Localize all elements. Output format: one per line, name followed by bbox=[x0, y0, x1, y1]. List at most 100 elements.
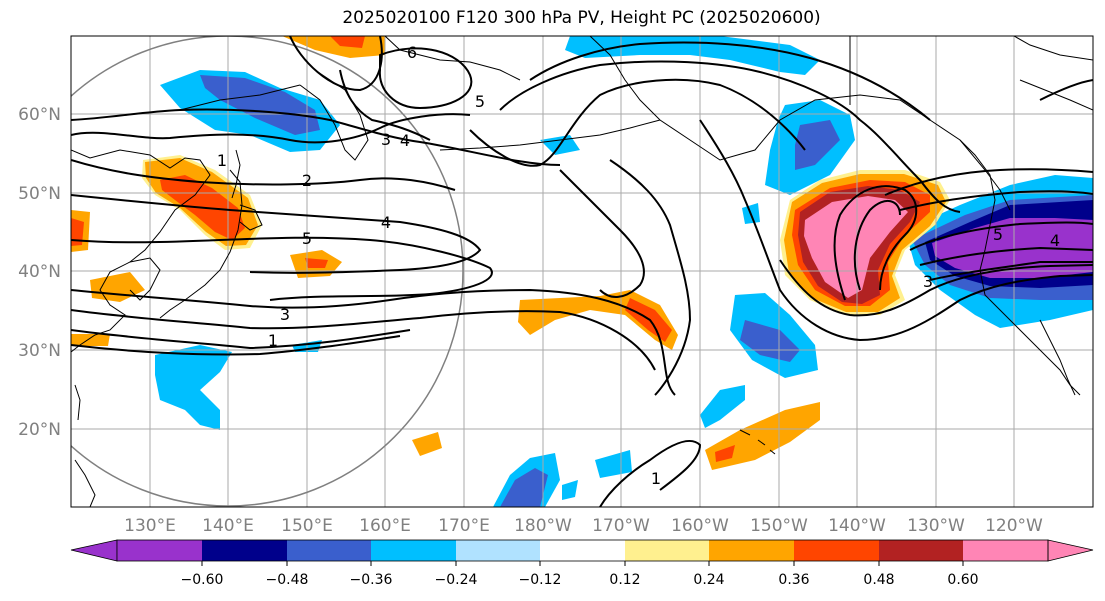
colorbar-tick-label: −0.36 bbox=[350, 572, 393, 588]
lat-label: 40°N bbox=[18, 262, 61, 282]
colorbar-bin bbox=[709, 540, 794, 561]
pv-negative-area bbox=[562, 480, 578, 500]
height-contour bbox=[884, 168, 1093, 196]
pv-negative-area bbox=[595, 450, 632, 478]
coastline-bc bbox=[959, 139, 996, 226]
colorbar-tick-label: −0.48 bbox=[266, 572, 309, 588]
height-contour bbox=[289, 36, 383, 92]
range-ring bbox=[71, 36, 464, 507]
colorbar-bin bbox=[371, 540, 456, 561]
height-contour bbox=[469, 78, 806, 167]
contour-label: 4 bbox=[381, 213, 391, 232]
height-contour bbox=[609, 159, 692, 396]
colorbar-bin bbox=[540, 540, 625, 561]
height-contour bbox=[71, 236, 493, 301]
contour-label: 3 bbox=[923, 272, 933, 291]
height-contour bbox=[378, 47, 473, 110]
colorbar-tick-label: 0.48 bbox=[863, 572, 894, 588]
colorbar-tick-labels: −0.60 −0.48 −0.36 −0.24 −0.12 0.12 0.24 … bbox=[181, 572, 979, 588]
lon-label: 160°E bbox=[359, 516, 411, 536]
height-contours bbox=[71, 36, 1093, 507]
contour-label: 5 bbox=[993, 225, 1003, 244]
height-contour bbox=[71, 309, 656, 371]
height-contour bbox=[853, 200, 901, 291]
colorbar-bin bbox=[963, 540, 1048, 561]
colorbar-bin bbox=[456, 540, 540, 561]
contour-label: 5 bbox=[475, 92, 485, 111]
height-contour bbox=[919, 246, 1093, 266]
colorbar-tick-label: −0.24 bbox=[435, 572, 478, 588]
contour-label: 4 bbox=[400, 131, 410, 150]
contour-label: 3 bbox=[280, 305, 290, 324]
coastline-alaska bbox=[589, 36, 1011, 211]
longitude-labels: 130°E 140°E 150°E 160°E 170°E 180°W 170°… bbox=[124, 516, 1043, 536]
coastline-asia bbox=[71, 149, 211, 353]
colorbar-ticks bbox=[201, 561, 964, 566]
height-contour bbox=[71, 329, 411, 350]
lon-label: 170°E bbox=[438, 516, 490, 536]
pv-negative-area bbox=[500, 468, 548, 507]
lon-label: 180°W bbox=[514, 516, 572, 536]
chart-title: 2025020100 F120 300 hPa PV, Height PC (2… bbox=[342, 8, 821, 28]
height-contour bbox=[529, 41, 931, 121]
height-contour bbox=[779, 259, 1093, 317]
contour-label: 4 bbox=[1050, 231, 1060, 250]
pv-negative-area bbox=[155, 345, 232, 430]
pv-positive-area bbox=[412, 432, 442, 456]
lon-label: 150°E bbox=[281, 516, 333, 536]
lat-label: 30°N bbox=[18, 341, 61, 361]
colorbar-tick-label: −0.12 bbox=[519, 572, 562, 588]
coastline-okhotsk bbox=[179, 84, 301, 111]
lon-label: 130°E bbox=[124, 516, 176, 536]
pv-positive-area bbox=[305, 258, 328, 268]
lon-label: 140°W bbox=[828, 516, 886, 536]
colorbar-bin bbox=[794, 540, 879, 561]
contour-label: 2 bbox=[302, 171, 312, 190]
colorbar-tick-label: 0.60 bbox=[947, 572, 978, 588]
colorbar-bin bbox=[879, 540, 963, 561]
coastline-philippines bbox=[74, 384, 96, 507]
height-contour bbox=[559, 169, 645, 298]
lon-label: 130°W bbox=[907, 516, 965, 536]
height-contour bbox=[1039, 79, 1093, 101]
pv-negative-area bbox=[200, 75, 320, 135]
lon-label: 170°W bbox=[592, 516, 650, 536]
height-contour bbox=[499, 60, 961, 213]
colorbar-tick-label: 0.36 bbox=[778, 572, 809, 588]
colorbar-bin bbox=[202, 540, 287, 561]
coastline-sakhalin bbox=[231, 149, 241, 199]
height-contour bbox=[71, 288, 676, 396]
pv-negative-area bbox=[795, 120, 840, 170]
coastline-hokkaido bbox=[239, 204, 263, 231]
coastline-korea bbox=[129, 257, 161, 301]
lon-label: 160°W bbox=[671, 516, 729, 536]
height-contour bbox=[71, 108, 561, 166]
contour-labels: 1 2 3 4 4 5 6 5 3 1 3 5 4 1 bbox=[217, 43, 1060, 488]
colorbar: −0.60 −0.48 −0.36 −0.24 −0.12 0.12 0.24 … bbox=[70, 539, 1094, 588]
height-contour bbox=[699, 119, 1093, 342]
lat-label: 60°N bbox=[18, 105, 61, 125]
height-contour bbox=[339, 69, 431, 141]
pv-negative-area bbox=[700, 385, 745, 428]
lon-label: 150°W bbox=[750, 516, 808, 536]
contour-label: 3 bbox=[381, 130, 391, 149]
lon-label: 120°W bbox=[985, 516, 1043, 536]
colorbar-bin bbox=[625, 540, 709, 561]
colorbar-extend-right bbox=[1047, 539, 1094, 562]
contour-label: 1 bbox=[268, 331, 278, 350]
height-contour bbox=[899, 190, 1093, 211]
height-contour bbox=[71, 335, 401, 356]
pv-positive-area bbox=[705, 402, 820, 470]
contour-label: 1 bbox=[217, 151, 227, 170]
coastline-hawaii bbox=[739, 429, 776, 455]
pv-negative-area bbox=[740, 320, 800, 362]
lon-label: 140°E bbox=[202, 516, 254, 536]
map-content: 1 2 3 4 4 5 6 5 3 1 3 5 4 1 bbox=[71, 36, 1093, 507]
contour-label: 1 bbox=[651, 469, 661, 488]
colorbar-tick-label: 0.24 bbox=[693, 572, 724, 588]
height-contour bbox=[71, 159, 456, 191]
pv-positive-area bbox=[71, 218, 84, 246]
contour-label: 6 bbox=[407, 43, 417, 62]
coastline-japan bbox=[159, 169, 243, 319]
